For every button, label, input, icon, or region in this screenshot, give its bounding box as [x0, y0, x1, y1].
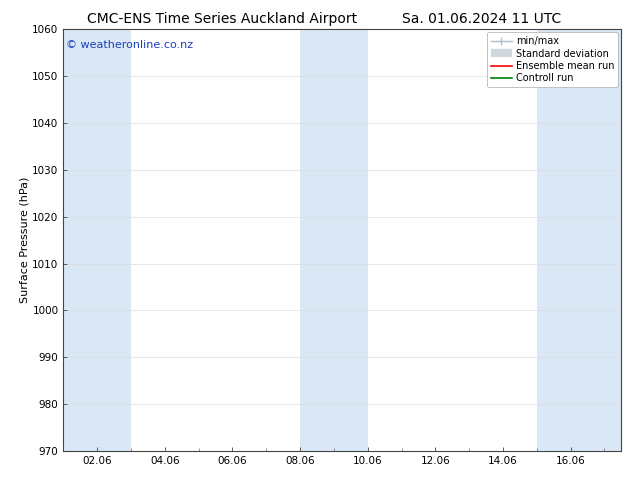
Y-axis label: Surface Pressure (hPa): Surface Pressure (hPa): [20, 177, 30, 303]
Text: CMC-ENS Time Series Auckland Airport: CMC-ENS Time Series Auckland Airport: [87, 12, 357, 26]
Bar: [300, 29, 368, 451]
Text: © weatheronline.co.nz: © weatheronline.co.nz: [66, 40, 193, 50]
Text: Sa. 01.06.2024 11 UTC: Sa. 01.06.2024 11 UTC: [402, 12, 562, 26]
Legend: min/max, Standard deviation, Ensemble mean run, Controll run: min/max, Standard deviation, Ensemble me…: [487, 32, 618, 87]
Bar: [537, 29, 621, 451]
Bar: [63, 29, 131, 451]
